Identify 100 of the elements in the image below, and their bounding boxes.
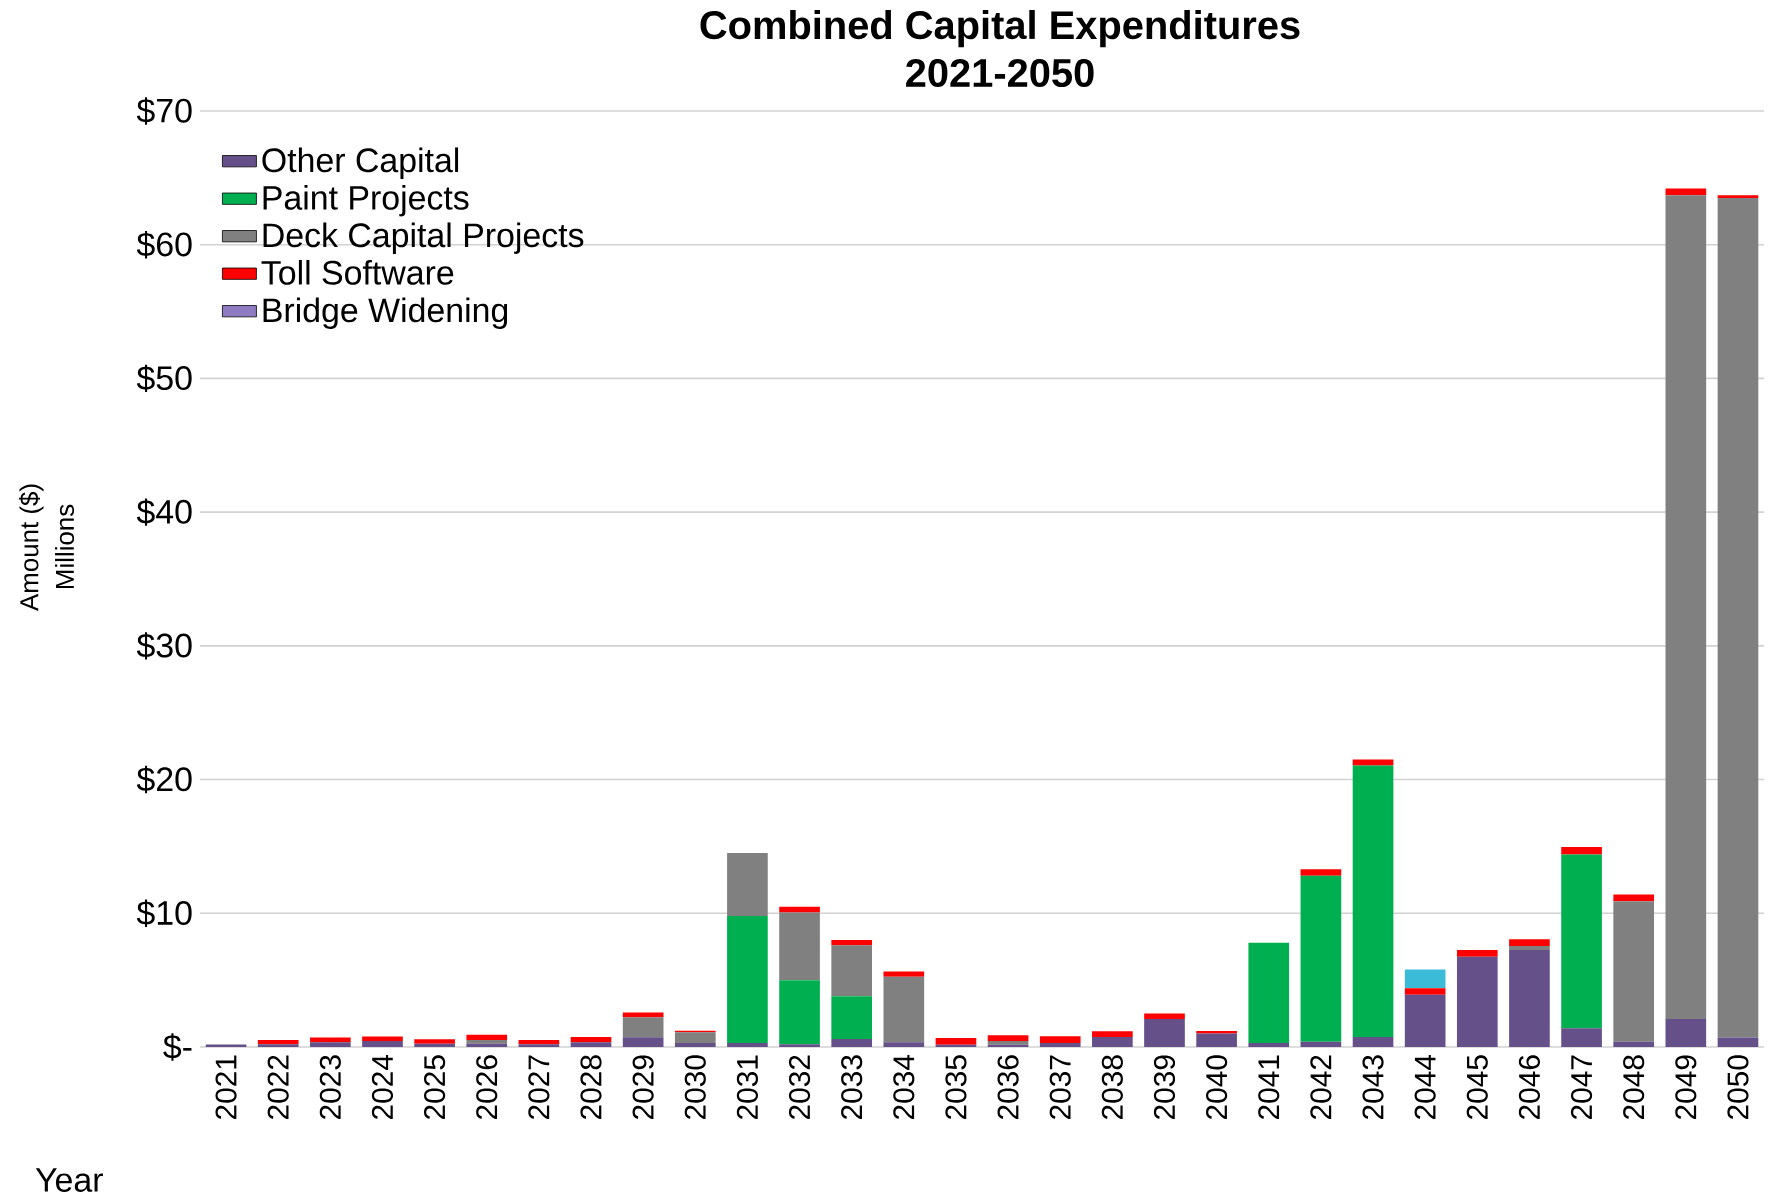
bar [1665,188,1707,196]
y-tick-label: $- [163,1033,192,1061]
bar [1196,1033,1237,1047]
bar [1039,1042,1081,1047]
bar [779,906,820,913]
bar [883,976,925,1043]
x-tick-label: 2038 [1101,1055,1123,1120]
legend-label: Paint Projects [263,184,469,217]
bar [831,996,873,1039]
bar [1404,969,1446,989]
x-tick-label: 2045 [1466,1055,1488,1120]
bar [831,945,873,997]
x-tick-label: 2048 [1623,1055,1645,1120]
bar [727,915,768,1043]
bar [466,1039,508,1044]
x-tick-label: 2023 [319,1055,341,1120]
legend-label: Bridge Widening [263,297,508,329]
bar [935,1038,977,1045]
bar [1300,1041,1342,1047]
legend-label: Deck Capital Projects [263,222,584,254]
bar [570,1042,612,1047]
bar [257,1044,299,1047]
bar [1665,195,1707,1019]
bar [1665,1018,1707,1047]
x-tick-label: 2039 [1153,1055,1176,1120]
bar [1196,1030,1237,1034]
x-tick-label: 2047 [1570,1055,1593,1120]
x-tick-label: 2043 [1362,1055,1384,1120]
bar [779,980,820,1045]
x-tick-label: 2034 [893,1054,915,1120]
x-tick-label: 2044 [1414,1054,1436,1120]
bar [1509,939,1550,947]
bar [518,1044,560,1047]
x-tick-label: 2033 [841,1055,863,1120]
y-tick-label: $10 [136,899,192,927]
x-tick-label: 2040 [1206,1055,1228,1120]
y-tick-label: $50 [136,364,192,393]
bar [1404,994,1446,1047]
bar [1300,875,1342,1042]
x-tick-label: 2035 [945,1055,967,1120]
x-tick-label: 2022 [267,1055,289,1120]
x-tick-label: 2029 [632,1055,654,1120]
bar [987,1035,1029,1041]
bar [1248,942,1290,1043]
bar [1509,950,1550,1047]
bar [727,853,768,916]
bar [1092,1031,1133,1038]
y-tick-label: $30 [136,632,192,660]
x-tick-label: 2021 [215,1055,237,1120]
x-tick-label: 2042 [1310,1055,1332,1120]
x-tick-label: 2026 [476,1055,498,1120]
x-tick-label: 2050 [1727,1055,1749,1120]
bar [466,1034,508,1040]
x-tick-label: 2049 [1675,1055,1697,1120]
bar [414,1043,455,1047]
y-tick-label: $20 [136,765,192,794]
y-tick-label: $60 [136,231,192,259]
x-tick-label: 2024 [371,1054,394,1120]
bar [1039,1036,1081,1043]
bar [1352,759,1394,766]
bar [362,1040,403,1047]
bar [1456,950,1498,957]
chart-subtitle: 2021-2050 [906,58,1094,88]
bar [622,1017,664,1038]
x-tick-label: 2036 [997,1055,1019,1120]
bar [1717,195,1759,198]
bar [779,912,820,981]
bar [1352,1036,1394,1047]
legend-label: Other Capital [262,147,459,180]
bar [362,1036,403,1041]
bar [310,1042,351,1047]
bar [1509,946,1550,951]
bar [674,1032,716,1043]
y-axis-title: Amount ($) [19,484,44,611]
y-tick-label: $40 [136,498,192,526]
bar [987,1040,1029,1045]
bar [1561,847,1602,855]
bar [1144,1013,1185,1019]
bar [883,971,925,977]
x-tick-label: 2037 [1049,1055,1071,1120]
bar [1404,988,1446,995]
x-tick-label: 2027 [528,1055,550,1120]
chart-title: Combined Capital Expenditures [700,10,1300,48]
x-tick-label: 2031 [736,1055,758,1120]
bar [1561,1028,1602,1047]
x-tick-label: 2025 [424,1055,446,1120]
bar [570,1036,612,1043]
bar [257,1039,299,1045]
bar [1456,956,1498,1047]
bar [1613,1041,1655,1047]
bar [1352,765,1394,1037]
text: Millions [55,504,75,589]
bar [883,1042,925,1047]
bar [831,1038,873,1047]
bar [1561,854,1602,1029]
bar [1613,901,1655,1042]
x-axis-title: Year [35,1168,103,1192]
bar [622,1012,664,1018]
x-tick-label: 2046 [1518,1055,1540,1120]
bar [1717,1037,1759,1047]
